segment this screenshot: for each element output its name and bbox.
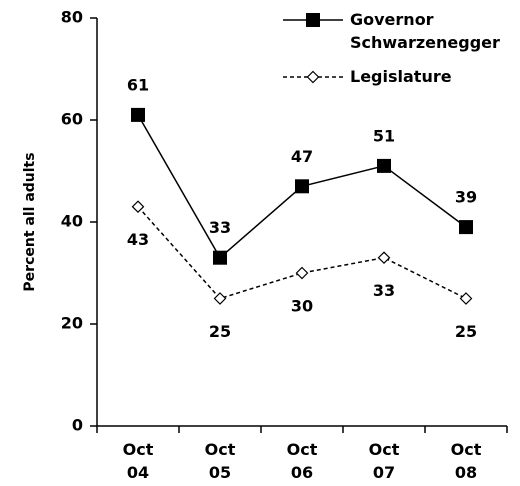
point (459, 292, 473, 305)
y-tick-label: 0 (72, 416, 83, 435)
point (459, 220, 473, 235)
point (295, 179, 309, 194)
legend-label: Governor Schwarzenegger (350, 10, 500, 52)
value-label: 51 (373, 126, 395, 145)
value-label: 33 (209, 218, 231, 237)
value-label: 25 (209, 322, 231, 341)
point (377, 251, 391, 265)
point (131, 200, 145, 214)
y-tick-label: 40 (61, 212, 83, 231)
value-label: 47 (291, 147, 313, 166)
value-label: 39 (455, 188, 477, 207)
value-label: 61 (127, 75, 149, 94)
x-tick-label: Oct 08 (450, 440, 482, 482)
series-line (137, 206, 467, 300)
y-tick-label: 60 (61, 110, 83, 129)
x-tick-label: Oct 04 (122, 440, 154, 482)
x-tick-label: Oct 06 (286, 440, 318, 482)
legend-label: Legislature (350, 67, 452, 86)
point (213, 250, 227, 265)
value-label: 43 (127, 230, 149, 249)
y-tick-label: 80 (61, 8, 83, 27)
point (131, 107, 145, 122)
legend-marker (306, 13, 320, 27)
y-tick-label: 20 (61, 314, 83, 333)
x-tick-label: Oct 07 (368, 440, 400, 482)
point (295, 266, 309, 280)
y-axis-label: Percent all adults (22, 152, 38, 291)
value-label: 30 (291, 297, 313, 316)
x-tick-label: Oct 05 (204, 440, 236, 482)
legend-marker (306, 70, 320, 84)
point (213, 292, 227, 305)
value-label: 25 (455, 322, 477, 341)
point (377, 158, 391, 173)
value-label: 33 (373, 281, 395, 300)
